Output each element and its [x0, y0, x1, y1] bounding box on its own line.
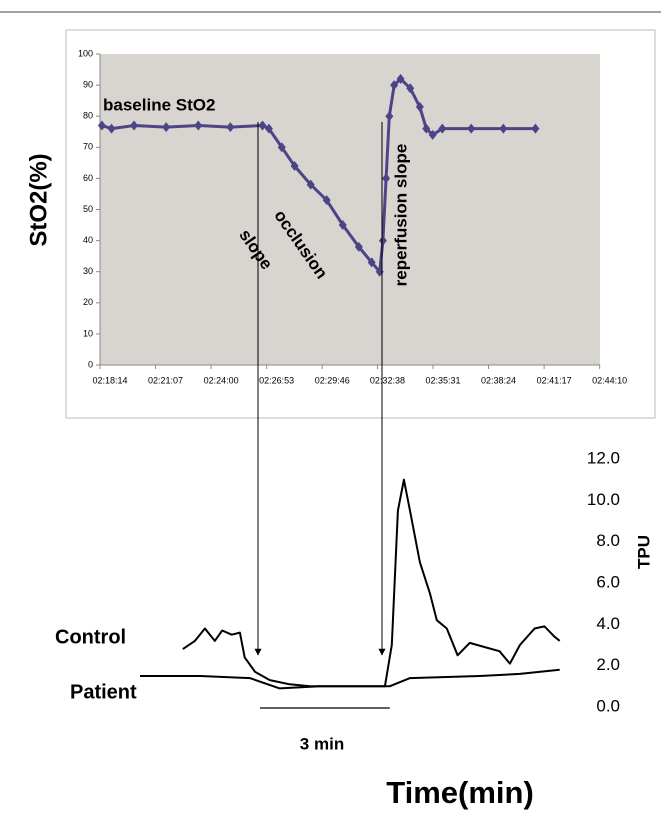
marker [438, 123, 447, 134]
plot-area [100, 54, 600, 365]
marker [277, 142, 286, 153]
scale-bar-label: 3 min [300, 734, 344, 753]
marker [194, 120, 203, 131]
x-tick-label: 02:32:38 [370, 375, 405, 385]
x-tick-label: 02:29:46 [315, 375, 350, 385]
y-tick-label: 80 [83, 111, 93, 121]
marker [338, 220, 347, 231]
x-tick-label: 02:21:07 [148, 375, 183, 385]
y-tick-label: 20 [83, 297, 93, 307]
marker [396, 73, 405, 84]
y-tick-label: 100 [78, 48, 93, 58]
marker [130, 120, 139, 131]
marker [107, 123, 116, 134]
x-tick-label: 02:18:14 [92, 375, 127, 385]
marker [290, 160, 299, 171]
y-tick-label: 4.0 [596, 614, 620, 633]
x-tick-label: 02:24:00 [204, 375, 239, 385]
series-line [182, 478, 561, 688]
marker [428, 129, 437, 140]
x-tick-label: 02:35:31 [425, 375, 460, 385]
x-tick-label: 02:26:53 [259, 375, 294, 385]
marker [367, 257, 376, 268]
annotation: reperfusion slope [391, 144, 410, 287]
tpu-chart: 0.0 2.0 4.0 6.0 8.0 10.0 12.0 [140, 448, 620, 715]
marker [531, 123, 540, 134]
marker [467, 123, 476, 134]
y-tick-label: 10 [83, 328, 93, 338]
marker [378, 235, 387, 246]
marker [385, 111, 394, 122]
marker [322, 195, 331, 206]
marker [226, 122, 235, 133]
marker [97, 120, 106, 131]
x-tick-label: 02:44:10 [592, 375, 627, 385]
marker [162, 122, 171, 133]
y-tick-label: 2.0 [596, 655, 620, 674]
marker [258, 120, 267, 131]
marker [264, 123, 273, 134]
x-tick-label: 02:41:17 [537, 375, 572, 385]
stO2-chart: 0 10 20 30 40 50 60 70 80 90 100 02:18:14 02:21:07 02… [78, 48, 627, 385]
marker [499, 123, 508, 134]
x-tick-label: 02:38:24 [481, 375, 516, 385]
x-axis-label: Time(min) [386, 775, 534, 810]
y-tick-label: 60 [83, 173, 93, 183]
y-tick-label: 50 [83, 204, 93, 214]
marker [422, 123, 431, 134]
annotation: baseline StO2 [103, 95, 215, 114]
y-tick-label: 0 [88, 359, 93, 369]
y-axis-label: TPU [634, 535, 653, 569]
y-axis-label: StO2(%) [25, 153, 52, 246]
series-line [140, 668, 560, 690]
y-tick-label: 90 [83, 79, 93, 89]
y-tick-label: 10.0 [587, 490, 620, 509]
marker [415, 101, 424, 112]
marker [390, 80, 399, 91]
series-label: Patient [70, 681, 137, 703]
marker [406, 83, 415, 94]
y-tick-label: 8.0 [596, 531, 620, 550]
y-tick-label: 30 [83, 266, 93, 276]
marker [354, 241, 363, 252]
y-tick-label: 70 [83, 142, 93, 152]
y-tick-label: 12.0 [587, 448, 620, 467]
series-label: Control [55, 626, 126, 648]
marker [382, 173, 391, 184]
y-tick-label: 40 [83, 235, 93, 245]
y-tick-label: 6.0 [596, 572, 620, 591]
y-tick-label: 0.0 [596, 696, 620, 715]
marker [306, 179, 315, 190]
